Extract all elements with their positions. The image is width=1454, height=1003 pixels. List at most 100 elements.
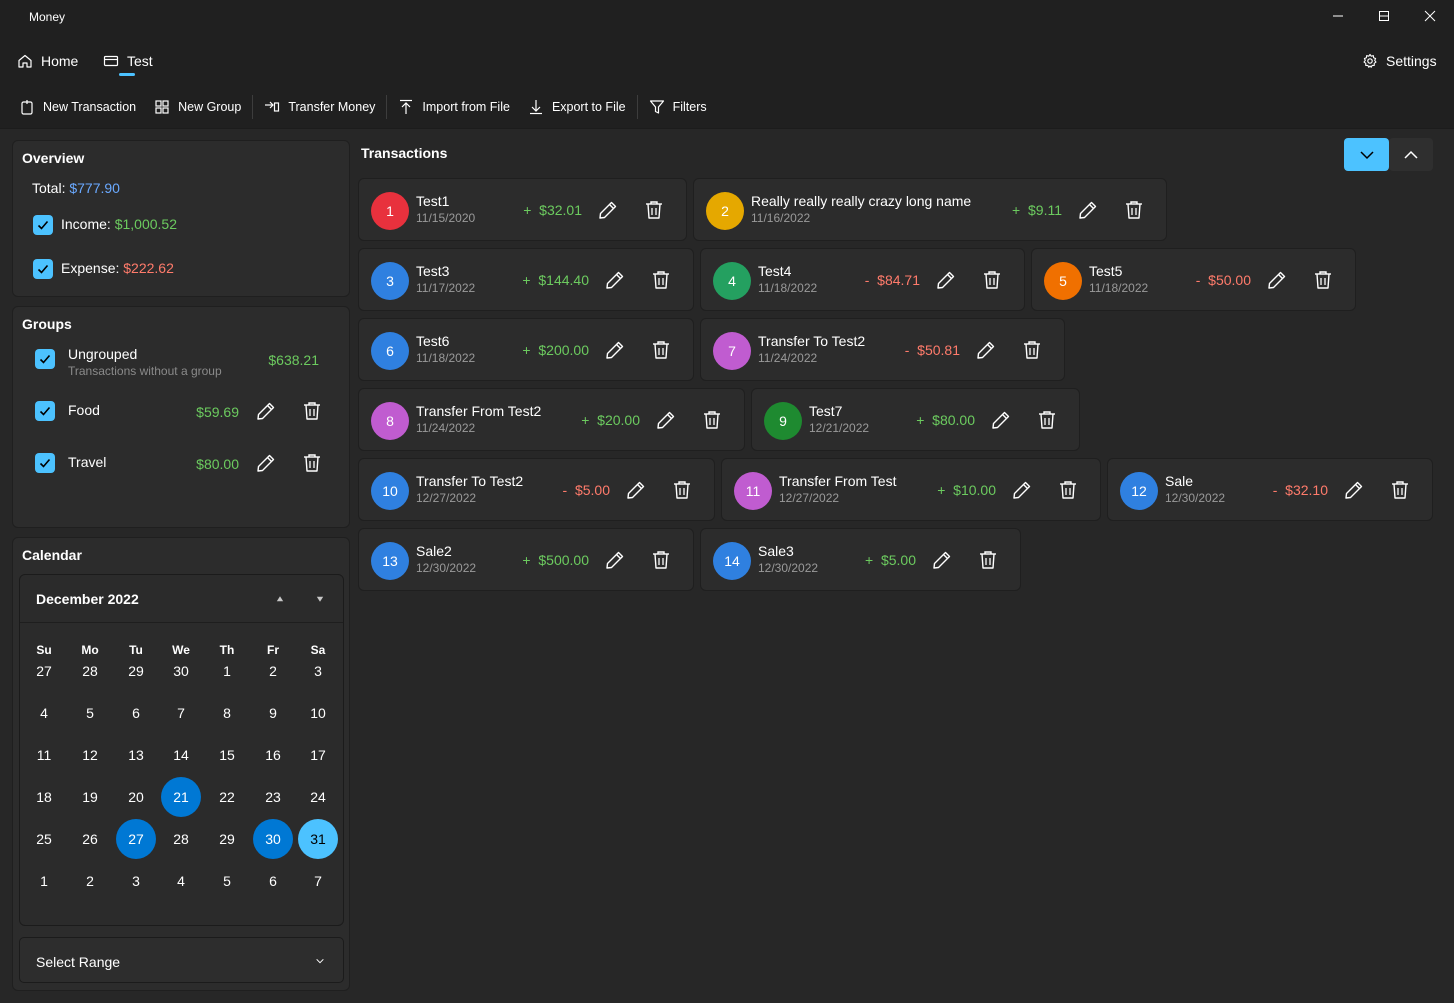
calendar-day[interactable]: 6	[132, 705, 140, 721]
calendar-day[interactable]: 1	[40, 873, 48, 889]
delete-transaction-button[interactable]	[670, 478, 694, 502]
calendar-day[interactable]: 17	[310, 747, 326, 763]
transaction-card[interactable]: 6 Test6 11/18/2022 + $200.00	[358, 318, 694, 381]
calendar-day[interactable]: 21	[161, 777, 201, 817]
edit-transaction-button[interactable]	[603, 338, 627, 362]
calendar-day[interactable]: 22	[219, 789, 235, 805]
transaction-card[interactable]: 9 Test7 12/21/2022 + $80.00	[751, 388, 1080, 451]
import-file-button[interactable]: Import from File	[389, 91, 519, 123]
edit-transaction-button[interactable]	[930, 548, 954, 572]
transaction-card[interactable]: 12 Sale 12/30/2022 - $32.10	[1107, 458, 1433, 521]
delete-travel-button[interactable]	[300, 451, 324, 475]
next-month-button[interactable]	[308, 587, 332, 611]
delete-food-button[interactable]	[300, 399, 324, 423]
calendar-day[interactable]: 9	[269, 705, 277, 721]
delete-transaction-button[interactable]	[700, 408, 724, 432]
calendar-day[interactable]: 31	[298, 819, 338, 859]
edit-transaction-button[interactable]	[934, 268, 958, 292]
edit-transaction-button[interactable]	[974, 338, 998, 362]
calendar-day[interactable]: 12	[82, 747, 98, 763]
transaction-card[interactable]: 14 Sale3 12/30/2022 + $5.00	[700, 528, 1021, 591]
edit-transaction-button[interactable]	[603, 268, 627, 292]
edit-transaction-button[interactable]	[1342, 478, 1366, 502]
delete-transaction-button[interactable]	[1311, 268, 1335, 292]
travel-checkbox[interactable]	[35, 453, 55, 473]
ungrouped-checkbox[interactable]	[35, 349, 55, 369]
calendar-month-label[interactable]: December 2022	[36, 591, 139, 607]
calendar-day[interactable]: 28	[82, 663, 98, 679]
edit-transaction-button[interactable]	[1265, 268, 1289, 292]
calendar-day[interactable]: 6	[269, 873, 277, 889]
edit-transaction-button[interactable]	[654, 408, 678, 432]
calendar-day[interactable]: 2	[269, 663, 277, 679]
nav-settings[interactable]: Settings	[1362, 46, 1437, 76]
income-checkbox[interactable]	[33, 215, 53, 235]
calendar-day[interactable]: 28	[173, 831, 189, 847]
calendar-day[interactable]: 8	[223, 705, 231, 721]
calendar-day[interactable]: 3	[132, 873, 140, 889]
edit-transaction-button[interactable]	[624, 478, 648, 502]
calendar-day[interactable]: 29	[128, 663, 144, 679]
edit-transaction-button[interactable]	[596, 198, 620, 222]
edit-transaction-button[interactable]	[989, 408, 1013, 432]
calendar-day[interactable]: 23	[265, 789, 281, 805]
calendar-day[interactable]: 14	[173, 747, 189, 763]
nav-home[interactable]: Home	[17, 46, 78, 76]
calendar-day[interactable]: 11	[36, 747, 52, 763]
nav-test[interactable]: Test	[103, 46, 153, 76]
maximize-button[interactable]	[1361, 0, 1407, 32]
minimize-button-2[interactable]	[1315, 0, 1361, 32]
close-button[interactable]	[1407, 0, 1453, 32]
delete-transaction-button[interactable]	[980, 268, 1004, 292]
delete-transaction-button[interactable]	[1035, 408, 1059, 432]
calendar-day[interactable]: 20	[128, 789, 144, 805]
transaction-card[interactable]: 2 Really really really crazy long name 11/…	[693, 178, 1167, 241]
transaction-card[interactable]: 13 Sale2 12/30/2022 + $500.00	[358, 528, 694, 591]
edit-food-button[interactable]	[254, 399, 278, 423]
calendar-day[interactable]: 26	[82, 831, 98, 847]
calendar-day[interactable]: 7	[314, 873, 322, 889]
transfer-money-button[interactable]: Transfer Money	[255, 91, 384, 123]
calendar-day[interactable]: 30	[253, 819, 293, 859]
edit-transaction-button[interactable]	[1010, 478, 1034, 502]
transaction-card[interactable]: 5 Test5 11/18/2022 - $50.00	[1031, 248, 1356, 311]
food-checkbox[interactable]	[35, 401, 55, 421]
calendar-day[interactable]: 27	[116, 819, 156, 859]
calendar-day[interactable]: 5	[223, 873, 231, 889]
collapse-all-button[interactable]	[1389, 138, 1433, 171]
delete-transaction-button[interactable]	[1388, 478, 1412, 502]
new-transaction-button[interactable]: New Transaction	[10, 91, 145, 123]
delete-transaction-button[interactable]	[1056, 478, 1080, 502]
transaction-card[interactable]: 10 Transfer To Test2 12/27/2022 - $5.00	[358, 458, 715, 521]
calendar-day[interactable]: 19	[82, 789, 98, 805]
calendar-day[interactable]: 5	[86, 705, 94, 721]
delete-transaction-button[interactable]	[649, 338, 673, 362]
calendar-day[interactable]: 4	[177, 873, 185, 889]
delete-transaction-button[interactable]	[976, 548, 1000, 572]
calendar-day[interactable]: 25	[36, 831, 52, 847]
minimize-button[interactable]	[1361, 0, 1407, 32]
calendar-day[interactable]: 3	[314, 663, 322, 679]
calendar-day[interactable]: 15	[219, 747, 235, 763]
transaction-card[interactable]: 4 Test4 11/18/2022 - $84.71	[700, 248, 1025, 311]
delete-transaction-button[interactable]	[1122, 198, 1146, 222]
delete-transaction-button[interactable]	[649, 268, 673, 292]
calendar-day[interactable]: 7	[177, 705, 185, 721]
transaction-card[interactable]: 11 Transfer From Test 12/27/2022 + $10.00	[721, 458, 1101, 521]
edit-transaction-button[interactable]	[603, 548, 627, 572]
calendar-day[interactable]: 30	[173, 663, 189, 679]
calendar-day[interactable]: 4	[40, 705, 48, 721]
calendar-day[interactable]: 29	[219, 831, 235, 847]
previous-month-button[interactable]	[268, 587, 292, 611]
expand-all-button[interactable]	[1344, 138, 1389, 171]
calendar-day[interactable]: 13	[128, 747, 144, 763]
calendar-day[interactable]: 24	[310, 789, 326, 805]
transaction-card[interactable]: 1 Test1 11/15/2020 + $32.01	[358, 178, 687, 241]
calendar-day[interactable]: 27	[36, 663, 52, 679]
calendar-day[interactable]: 16	[265, 747, 281, 763]
expense-checkbox[interactable]	[33, 259, 53, 279]
select-range-dropdown[interactable]: Select Range	[19, 937, 344, 983]
calendar-day[interactable]: 2	[86, 873, 94, 889]
calendar-day[interactable]: 1	[223, 663, 231, 679]
delete-transaction-button[interactable]	[642, 198, 666, 222]
